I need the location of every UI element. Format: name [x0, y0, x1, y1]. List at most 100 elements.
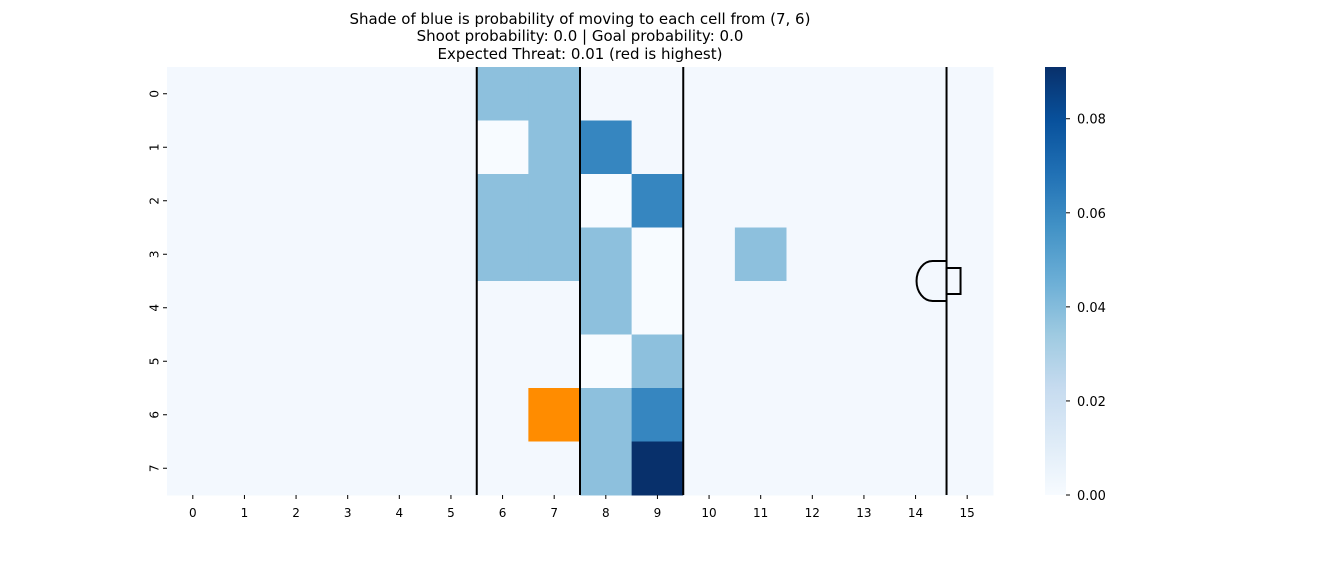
heatmap-cell-r4-c6	[476, 281, 529, 335]
heatmap-cell-r0-c11	[734, 67, 787, 121]
heatmap-cell-r6-c6	[476, 388, 529, 442]
heatmap-cell-r2-c15	[941, 174, 994, 228]
heatmap-cell-r2-c0	[167, 174, 220, 228]
heatmap-cell-r5-c10	[683, 334, 736, 389]
heatmap-cell-r5-c6	[476, 334, 529, 389]
heatmap-cell-r7-c6	[476, 441, 529, 496]
x-tick-label-10: 10	[701, 506, 716, 520]
y-tick-label-3: 3	[148, 250, 162, 258]
heatmap-cell-r7-c14	[889, 441, 942, 496]
goal-box	[945, 267, 962, 295]
heatmap-cell-r2-c9	[631, 174, 684, 228]
heatmap-cell-r1-c14	[889, 120, 942, 175]
title-line-3: Expected Threat: 0.01 (red is highest)	[438, 45, 723, 63]
heatmap-cell-r7-c0	[167, 441, 220, 496]
y-tick-label-2: 2	[148, 197, 162, 205]
heatmap-cell-r7-c7	[528, 441, 581, 496]
heatmap-cell-r2-c11	[734, 174, 787, 228]
heatmap-cell-r4-c1	[218, 281, 271, 335]
heatmap-cell-r6-c10	[683, 388, 736, 442]
heatmap-cell-r0-c12	[786, 67, 839, 121]
heatmap-cell-r3-c5	[425, 227, 478, 282]
y-tick-label-0: 0	[148, 90, 162, 98]
heatmap-cell-r2-c7	[528, 174, 581, 228]
heatmap-cell-r4-c10	[683, 281, 736, 335]
y-tick-label-1: 1	[148, 143, 162, 151]
colorbar-tick-label-3: 0.06	[1077, 207, 1106, 222]
heatmap-cell-r5-c0	[167, 334, 220, 389]
heatmap-cell-r6-c2	[270, 388, 323, 442]
x-tick-label-5: 5	[447, 506, 455, 520]
colorbar-tick-label-1: 0.02	[1077, 395, 1106, 410]
x-tick-label-1: 1	[241, 506, 249, 520]
heatmap-cell-r0-c14	[889, 67, 942, 121]
heatmap-cell-r6-c12	[786, 388, 839, 442]
heatmap-cell-r1-c8	[580, 120, 633, 175]
heatmap-cell-r7-c8	[580, 441, 633, 496]
heatmap-cell-r1-c9	[631, 120, 684, 175]
x-tick-label-4: 4	[395, 506, 403, 520]
heatmap-cell-r0-c15	[941, 67, 994, 121]
x-tick-label-15: 15	[960, 506, 975, 520]
heatmap-cell-r2-c14	[889, 174, 942, 228]
colorbar-tick-label-4: 0.08	[1077, 113, 1106, 128]
heatmap-cell-r7-c5	[425, 441, 478, 496]
colorbar-gradient	[1045, 67, 1066, 495]
heatmap-cell-r4-c13	[838, 281, 891, 335]
heatmap-cell-r0-c2	[270, 67, 323, 121]
heatmap-cell-r3-c4	[373, 227, 426, 282]
heatmap-cell-r5-c4	[373, 334, 426, 389]
heatmap-cell-r2-c4	[373, 174, 426, 228]
heatmap-cell-r3-c13	[838, 227, 891, 282]
heatmap-cell-r0-c0	[167, 67, 220, 121]
heatmap-cell-r6-c4	[373, 388, 426, 442]
colorbar-tick-label-0: 0.00	[1077, 489, 1106, 504]
heatmap-cell-r6-c15	[941, 388, 994, 442]
heatmap-cell-r0-c6	[476, 67, 529, 121]
heatmap-cell-r2-c8	[580, 174, 633, 228]
heatmap-cell-r1-c7	[528, 120, 581, 175]
heatmap-cell-r5-c11	[734, 334, 787, 389]
heatmap-cell-r7-c3	[321, 441, 374, 496]
heatmap-cell-r6-c0	[167, 388, 220, 442]
heatmap-cell-r1-c10	[683, 120, 736, 175]
title-line-1: Shade of blue is probability of moving t…	[350, 10, 811, 28]
heatmap-cell-r2-c6	[476, 174, 529, 228]
x-tick-label-12: 12	[805, 506, 820, 520]
heatmap-cell-r0-c3	[321, 67, 374, 121]
heatmap-cell-r1-c12	[786, 120, 839, 175]
y-axis-ticks: 0 1 2 3 4 5 6 7	[148, 90, 167, 472]
heatmap-cell-r4-c15	[941, 281, 994, 335]
heatmap-cell-r3-c7	[528, 227, 581, 282]
x-tick-label-3: 3	[344, 506, 352, 520]
heatmap-cell-r0-c5	[425, 67, 478, 121]
heatmap-cell-r1-c13	[838, 120, 891, 175]
heatmap-cell-r3-c10	[683, 227, 736, 282]
heatmap-cell-r1-c0	[167, 120, 220, 175]
heatmap-cell-r4-c8	[580, 281, 633, 335]
heatmap-cell-r7-c13	[838, 441, 891, 496]
heatmap-cell-r5-c9	[631, 334, 684, 389]
heatmap-cell-r0-c13	[838, 67, 891, 121]
heatmap-cell-r1-c2	[270, 120, 323, 175]
heatmap-cell-r4-c14	[889, 281, 942, 335]
heatmap-cell-r3-c3	[321, 227, 374, 282]
heatmap-cell-r5-c12	[786, 334, 839, 389]
x-tick-label-0: 0	[189, 506, 197, 520]
heatmap-cell-r6-c1	[218, 388, 271, 442]
heatmap-cell-r1-c1	[218, 120, 271, 175]
heatmap-cell-r6-c13	[838, 388, 891, 442]
heatmap-cell-r4-c7	[528, 281, 581, 335]
heatmap-cell-r2-c1	[218, 174, 271, 228]
heatmap-cell-r5-c1	[218, 334, 271, 389]
heatmap-cell-r3-c2	[270, 227, 323, 282]
pitch-markings	[475, 67, 962, 495]
x-tick-label-11: 11	[753, 506, 768, 520]
penalty-arc	[915, 260, 947, 302]
heatmap-cell-r6-c3	[321, 388, 374, 442]
heatmap-cell-r1-c11	[734, 120, 787, 175]
heatmap-cell-r2-c13	[838, 174, 891, 228]
heatmap-cell-r0-c9	[631, 67, 684, 121]
heatmap-cell-r0-c4	[373, 67, 426, 121]
heatmap-cell-r3-c15	[941, 227, 994, 282]
